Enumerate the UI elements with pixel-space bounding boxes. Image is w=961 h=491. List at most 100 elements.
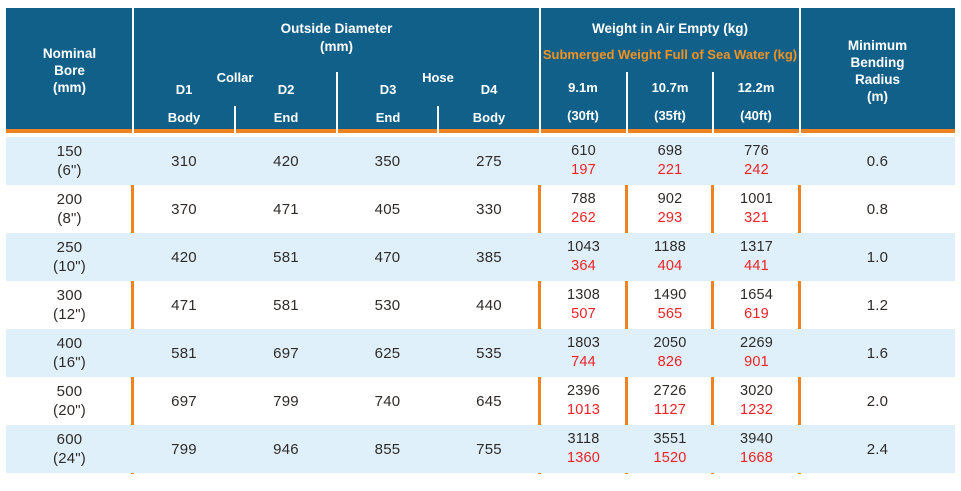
weight-9-1m-cell: 610 197 [540, 137, 627, 185]
weight-air-value: 2050 [653, 335, 687, 351]
radius-value: 1.2 [866, 296, 889, 314]
min-bending-radius-cell: 1.0 [800, 233, 955, 281]
weight-12-2m-cell: 1654 619 [713, 281, 800, 329]
d4-value: 535 [476, 344, 502, 362]
weight-air-value: 2396 [566, 383, 601, 399]
min-bending-radius-cell: 0.8 [800, 185, 955, 233]
column-rule [625, 137, 628, 474]
d4-value: 275 [476, 152, 502, 170]
radius-value: 2.0 [866, 392, 889, 410]
table-row: 150 (6") 310 420 350 275 610 197 698 221… [6, 137, 955, 185]
radius-value: 0.8 [866, 200, 889, 218]
d1-value: 697 [171, 392, 197, 410]
d4-body-cell: 440 [438, 281, 540, 329]
weight-air-value: 1308 [566, 287, 601, 303]
weight-submerged-value: 242 [744, 162, 769, 178]
weight-9-1m-cell: 788 262 [540, 185, 627, 233]
d3-value: 350 [374, 152, 401, 170]
table-row: 500 (20") 697 799 740 645 2396 1013 2726… [6, 377, 955, 425]
weight-air-value: 1490 [653, 287, 687, 303]
header-separator [626, 72, 628, 133]
weight-submerged-value: 901 [744, 354, 769, 370]
table-body: 150 (6") 310 420 350 275 610 197 698 221… [6, 137, 955, 473]
d3-value: 405 [374, 200, 401, 218]
header-nominal-bore: Nominal Bore (mm) [6, 8, 133, 133]
weight-air-value: 1654 [739, 287, 774, 303]
column-rule [798, 137, 801, 474]
d2-value: 799 [273, 392, 299, 410]
nominal-bore-cell: 200 (8") [6, 185, 133, 233]
d4-value: 645 [476, 392, 502, 410]
header-d3-label: D3 [379, 82, 397, 97]
weight-air-value: 1317 [739, 239, 774, 255]
d4-value: 755 [476, 440, 502, 458]
weight-12-2m-cell: 3940 1668 [713, 425, 800, 473]
weight-air-value: 3551 [653, 431, 687, 447]
weight-submerged-value: 441 [744, 258, 769, 274]
weight-submerged-value: 1232 [739, 402, 774, 418]
d4-value: 330 [476, 200, 502, 218]
d2-value: 581 [273, 296, 299, 314]
weight-air-value: 1001 [739, 191, 774, 207]
nominal-bore-cell: 250 (10") [6, 233, 133, 281]
bore-inch-value: (8") [57, 210, 82, 227]
weight-9-1m-cell: 1803 744 [540, 329, 627, 377]
weight-submerged-value: 826 [657, 354, 683, 370]
header-d1-label: D1 [175, 82, 193, 97]
d2-value: 946 [273, 440, 299, 458]
d1-body-cell: 581 [133, 329, 235, 377]
weight-10-7m-cell: 698 221 [627, 137, 713, 185]
header-length-9-1m: 9.1m [568, 80, 598, 95]
header-outside-diameter-title: Outside Diameter [280, 21, 393, 36]
weight-air-value: 788 [571, 191, 596, 207]
weight-9-1m-cell: 2396 1013 [540, 377, 627, 425]
header-hose-label: Hose [422, 70, 454, 85]
weight-submerged-value: 1360 [566, 450, 601, 466]
weight-9-1m-cell: 1043 364 [540, 233, 627, 281]
weight-submerged-value: 262 [571, 210, 596, 226]
d4-body-cell: 275 [438, 137, 540, 185]
header-length-12-2m: 12.2m [737, 80, 775, 95]
header-weight-group: Weight in Air Empty (kg) Submerged Weigh… [540, 20, 800, 64]
d3-value: 740 [374, 392, 401, 410]
weight-10-7m-cell: 1188 404 [627, 233, 713, 281]
weight-submerged-value: 364 [571, 258, 596, 274]
weight-10-7m-cell: 2050 826 [627, 329, 713, 377]
d4-value: 440 [476, 296, 502, 314]
header-nominal-bore-line2: Bore [54, 63, 85, 78]
d4-body-cell: 645 [438, 377, 540, 425]
d1-value: 799 [171, 440, 197, 458]
header-d4-body-label: Body [472, 110, 506, 125]
d2-value: 581 [273, 248, 299, 266]
d4-body-cell: 385 [438, 233, 540, 281]
header-weight-submerged-title: Submerged Weight Full of Sea Water (kg) [542, 47, 798, 62]
bore-mm-value: 200 [56, 191, 83, 208]
d1-body-cell: 370 [133, 185, 235, 233]
weight-9-1m-cell: 3118 1360 [540, 425, 627, 473]
weight-air-value: 3118 [567, 431, 600, 447]
d2-value: 697 [273, 344, 299, 362]
weight-air-value: 776 [744, 143, 769, 159]
d2-value: 420 [273, 152, 299, 170]
weight-air-value: 610 [571, 143, 596, 159]
header-separator [539, 8, 541, 133]
header-separator [712, 72, 714, 133]
min-bending-radius-cell: 0.6 [800, 137, 955, 185]
weight-12-2m-cell: 1317 441 [713, 233, 800, 281]
weight-submerged-value: 1127 [654, 402, 686, 418]
radius-value: 0.6 [866, 152, 889, 170]
bore-mm-value: 150 [56, 143, 83, 160]
header-weight-air-title: Weight in Air Empty (kg) [591, 21, 748, 36]
bore-inch-value: (12") [53, 306, 86, 323]
d1-value: 581 [171, 344, 197, 362]
weight-9-1m-cell: 1308 507 [540, 281, 627, 329]
header-length-40ft: (40ft) [740, 108, 772, 123]
header-length-10-7m: 10.7m [651, 80, 689, 95]
weight-air-value: 3020 [739, 383, 774, 399]
header-length-30ft: (30ft) [567, 108, 599, 123]
header-separator [336, 72, 338, 133]
weight-submerged-value: 404 [657, 258, 683, 274]
nominal-bore-cell: 300 (12") [6, 281, 133, 329]
nominal-bore-cell: 400 (16") [6, 329, 133, 377]
d2-end-cell: 946 [235, 425, 337, 473]
